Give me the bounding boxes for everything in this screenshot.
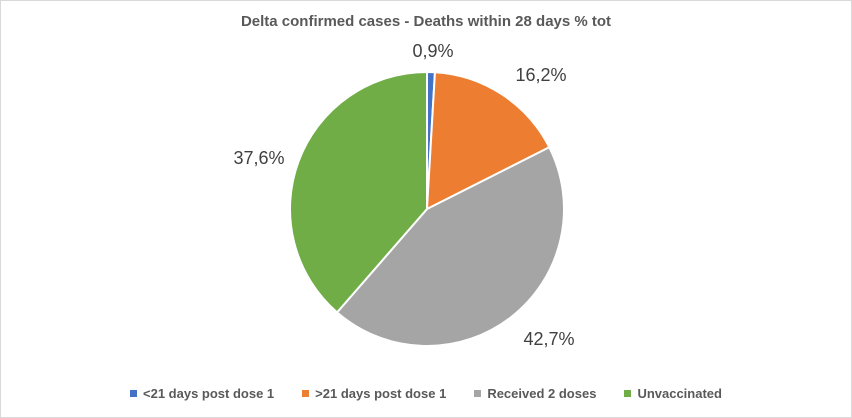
legend-item: >21 days post dose 1 (302, 386, 446, 401)
legend-label: <21 days post dose 1 (143, 386, 275, 401)
legend-label: >21 days post dose 1 (315, 386, 447, 401)
data-label: 37,6% (233, 148, 284, 168)
legend-swatch (130, 390, 137, 397)
legend-item: <21 days post dose 1 (130, 386, 274, 401)
legend-item: Received 2 doses (474, 386, 596, 401)
legend-label: Unvaccinated (637, 386, 722, 401)
pie-slice (425, 71, 551, 211)
pie-slice (335, 145, 565, 347)
data-label: 16,2% (515, 65, 566, 85)
legend-label: Received 2 doses (487, 386, 597, 401)
legend-swatch (624, 390, 632, 397)
legend-item: Unvaccinated (624, 386, 722, 401)
data-label: 0,9% (412, 41, 453, 61)
pie-chart: 0,9% 16,2% 42,7% 37,6% (233, 41, 574, 349)
data-label: 42,7% (523, 329, 574, 349)
legend-swatch (302, 390, 310, 397)
legend: <21 days post dose 1 >21 days post dose … (1, 386, 851, 401)
legend-swatch (474, 390, 482, 397)
chart-title: Delta confirmed cases - Deaths within 28… (240, 13, 612, 30)
pie-slice (289, 70, 428, 314)
